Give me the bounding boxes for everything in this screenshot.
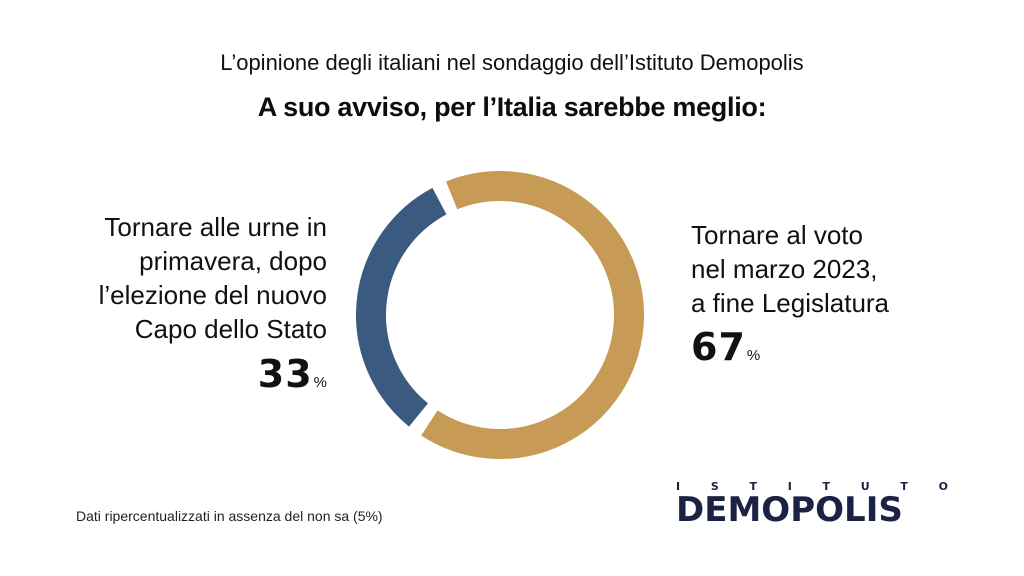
logo-o-letter: O	[761, 490, 791, 530]
right-percent-label: 67%	[691, 325, 760, 369]
chart-title: A suo avviso, per l’Italia sarebbe megli…	[257, 92, 767, 122]
donut-chart	[356, 171, 644, 459]
logo-tagline-letter: I	[676, 480, 681, 493]
slice-tornare-alle-urne-primavera	[356, 187, 447, 427]
left-category-label: Tornare alle urne in primavera, dopo l’e…	[27, 210, 327, 346]
right-label-line: a fine Legislatura	[691, 288, 890, 318]
chart-subtitle: L’opinione degli italiani nel sondaggio …	[220, 50, 804, 75]
right-category-label: Tornare al voto nel marzo 2023, a fine L…	[691, 218, 1011, 320]
right-label-line: Tornare al voto	[691, 220, 863, 250]
left-percent-sign: %	[313, 374, 327, 391]
left-percent-value: 33	[257, 352, 313, 396]
right-percent-value: 67	[691, 325, 746, 369]
logo-text-part: POLIS	[790, 490, 903, 530]
logo-o: O	[755, 490, 796, 531]
right-label-line: nel marzo 2023,	[691, 254, 878, 284]
logo-tagline-letter: S	[710, 480, 719, 493]
left-label-line: Capo dello Stato	[134, 314, 327, 344]
left-label-line: Tornare alle urne in	[104, 212, 327, 242]
right-percent-sign: %	[746, 347, 761, 364]
slice-tornare-al-voto-2023	[421, 171, 644, 459]
footnote: Dati ripercentualizzati in assenza del n…	[76, 508, 383, 524]
logo-tagline-letter: U	[860, 480, 870, 493]
logo-text-part: DEM	[676, 490, 762, 530]
logo-tagline-letter: T	[749, 480, 757, 493]
left-label-line: l’elezione del nuovo	[98, 280, 327, 310]
logo-tagline: I S T I T U T O	[676, 480, 948, 493]
logo-tagline-letter: T	[900, 480, 908, 493]
left-percent-label: 33%	[258, 352, 327, 396]
logo-tagline-letter: I	[787, 480, 792, 493]
logo-tagline-letter: T	[822, 480, 831, 493]
logo-tagline-letter: O	[938, 480, 948, 493]
left-label-line: primavera, dopo	[139, 246, 327, 276]
demopolis-logo: I S T I T U T O DEM OPOLIS	[676, 480, 948, 536]
logo-wordmark: DEM OPOLIS	[676, 490, 903, 531]
